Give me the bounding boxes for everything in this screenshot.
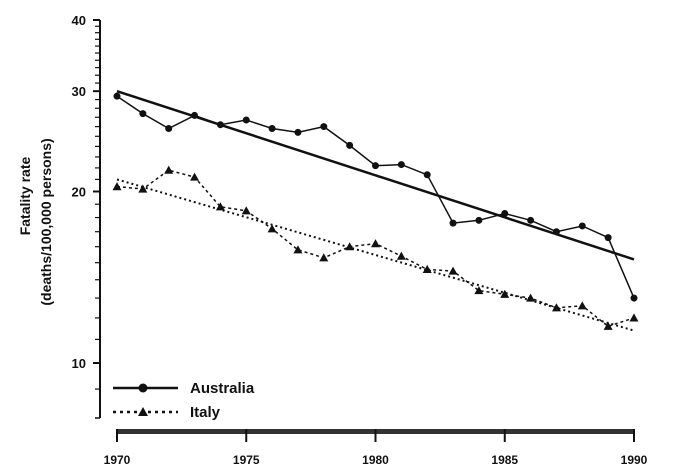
data-point [500,289,510,298]
data-point [474,286,484,295]
series-line-australia [116,95,635,299]
data-point [526,293,536,302]
data-point [294,128,302,136]
data-point [551,303,561,312]
y-tick-label: 20 [72,185,86,200]
x-tick-label: 1985 [491,453,518,465]
x-tick-label: 1990 [621,453,648,465]
x-tick-label: 1980 [362,453,389,465]
data-point [629,313,639,322]
legend: Australia Italy [113,380,255,421]
data-point [138,184,148,193]
data-point [552,228,560,236]
x-tick-label: 1975 [233,453,260,465]
data-point [604,234,612,242]
series-italy [112,165,639,332]
data-point [603,321,613,330]
data-point [267,224,277,233]
y-axis-units: (deaths/100,000 persons) [38,138,54,305]
data-point [320,123,328,131]
data-point [139,110,147,118]
legend-marker [138,407,148,416]
axes: 10 20 30 40 1970 1975 1980 1985 1990 [72,13,648,465]
data-point [578,222,586,230]
data-point [449,219,457,227]
data-point [475,216,483,224]
data-point [216,121,224,129]
legend-item-australia: Australia [113,380,255,397]
data-point [242,116,250,124]
data-point [527,216,535,224]
data-point [293,245,303,254]
data-point [396,251,406,260]
data-point [268,124,276,132]
data-point [501,209,509,217]
data-point [423,171,431,179]
data-point [372,162,379,170]
series-australia [113,89,638,302]
y-tick-label: 40 [72,13,86,28]
data-point [345,242,355,251]
data-point [165,124,173,132]
data-point [164,165,174,174]
data-point [190,172,200,181]
data-point [577,301,587,310]
y-tick-label: 30 [72,84,86,99]
y-tick-label: 10 [72,356,86,371]
legend-label: Australia [190,380,255,397]
data-point [422,264,432,273]
data-point [448,266,458,275]
x-tick-label: 1970 [104,453,131,465]
series-layer [112,89,639,332]
data-point [112,182,122,191]
data-point [397,161,405,169]
y-axis-title: Fatality rate [17,156,33,235]
data-point [215,202,225,211]
data-point [371,239,380,248]
data-point [630,294,638,302]
legend-marker [138,383,148,393]
data-point [191,111,199,119]
data-point [346,141,354,149]
data-point [319,253,329,262]
legend-item-italy: Italy [113,404,221,421]
data-point [241,206,251,215]
data-point [113,92,121,100]
legend-label: Italy [190,404,221,421]
series-line-italy [116,169,635,328]
